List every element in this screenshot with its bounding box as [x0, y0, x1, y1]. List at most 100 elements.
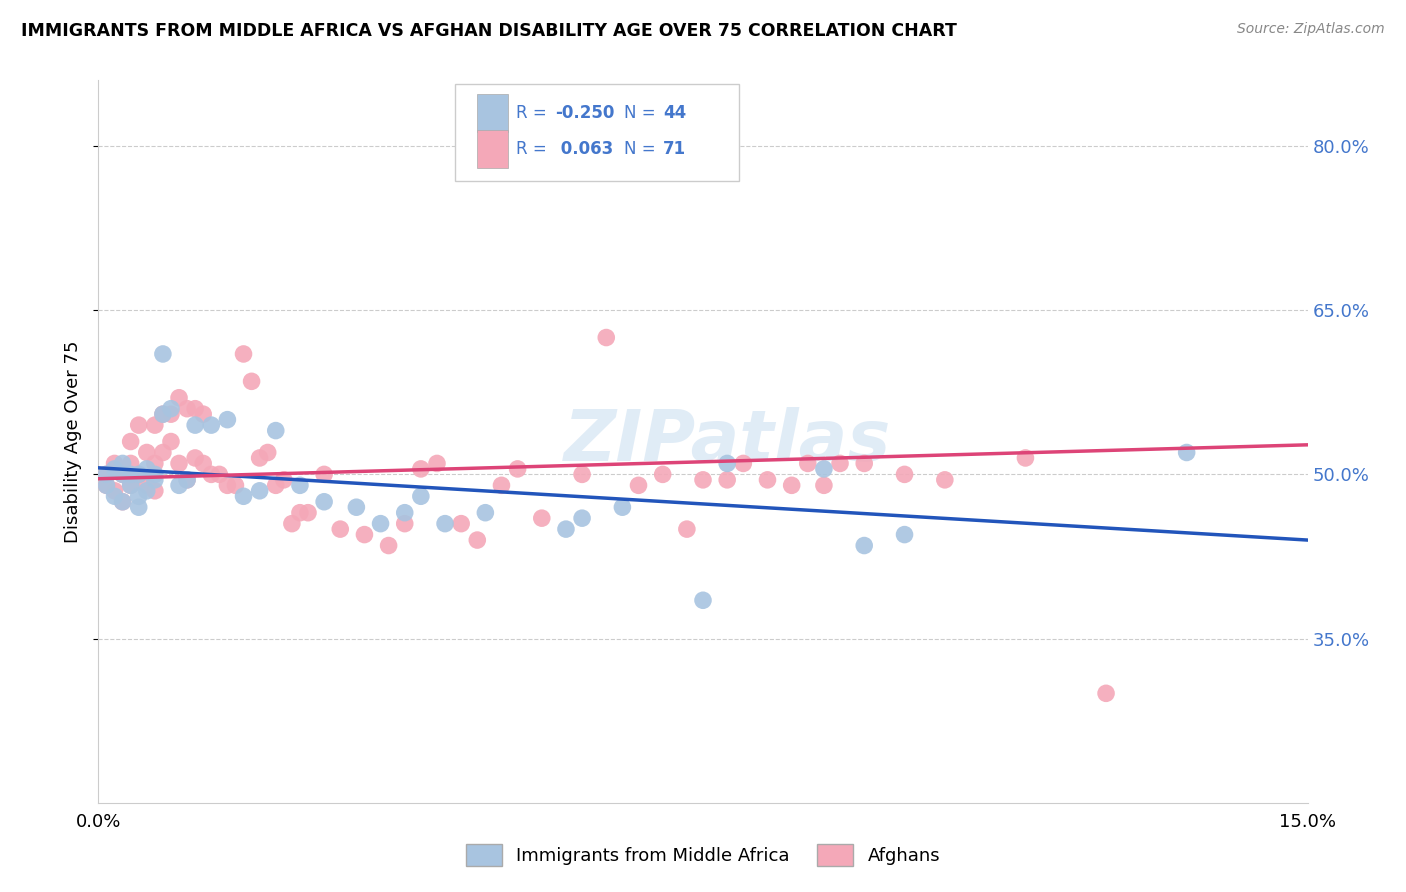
Point: [217, 412, 239, 426]
Point: [96, 478, 118, 492]
Point: [135, 478, 157, 492]
Point: [200, 467, 222, 482]
Point: [184, 418, 207, 433]
Point: [176, 473, 198, 487]
Point: [167, 457, 190, 471]
Point: [555, 522, 578, 536]
Point: [143, 483, 166, 498]
Point: [813, 462, 835, 476]
Legend: Immigrants from Middle Africa, Afghans: Immigrants from Middle Africa, Afghans: [458, 837, 948, 873]
Point: [853, 457, 876, 471]
Point: [249, 483, 271, 498]
Point: [128, 467, 150, 482]
Point: [232, 489, 254, 503]
Point: [184, 450, 207, 465]
Point: [409, 462, 432, 476]
Point: [676, 522, 699, 536]
Point: [434, 516, 457, 531]
Text: 71: 71: [664, 140, 686, 158]
Point: [264, 424, 287, 438]
Point: [692, 473, 714, 487]
Point: [103, 462, 125, 476]
Point: [853, 539, 876, 553]
Point: [1095, 686, 1118, 700]
Point: [297, 506, 319, 520]
Point: [193, 407, 215, 421]
Point: [143, 418, 166, 433]
Point: [780, 478, 803, 492]
Point: [193, 457, 215, 471]
Point: [893, 467, 915, 482]
Point: [143, 457, 166, 471]
Text: N =: N =: [624, 103, 661, 122]
Text: -0.250: -0.250: [555, 103, 614, 122]
Point: [627, 478, 650, 492]
Point: [716, 473, 738, 487]
Point: [167, 478, 190, 492]
Point: [120, 457, 142, 471]
Point: [232, 347, 254, 361]
Point: [152, 445, 174, 459]
Point: [506, 462, 529, 476]
Point: [530, 511, 553, 525]
Point: [314, 467, 336, 482]
Point: [96, 467, 118, 482]
FancyBboxPatch shape: [477, 94, 509, 132]
Point: [264, 478, 287, 492]
Point: [135, 483, 157, 498]
Text: 44: 44: [664, 103, 686, 122]
Point: [595, 330, 617, 344]
Point: [200, 418, 222, 433]
Point: [240, 375, 263, 389]
Point: [353, 527, 375, 541]
Point: [1175, 445, 1198, 459]
Point: [160, 407, 183, 421]
Point: [160, 434, 183, 449]
Point: [893, 527, 915, 541]
Text: Source: ZipAtlas.com: Source: ZipAtlas.com: [1237, 22, 1385, 37]
Point: [409, 489, 432, 503]
Point: [217, 478, 239, 492]
Point: [377, 539, 399, 553]
Text: N =: N =: [624, 140, 661, 158]
Point: [224, 478, 246, 492]
Point: [756, 473, 779, 487]
Point: [128, 500, 150, 515]
Point: [160, 401, 183, 416]
Point: [797, 457, 820, 471]
Point: [344, 500, 367, 515]
Point: [128, 418, 150, 433]
Point: [96, 478, 118, 492]
Point: [692, 593, 714, 607]
Point: [128, 489, 150, 503]
Point: [288, 478, 311, 492]
Point: [103, 457, 125, 471]
Point: [111, 457, 134, 471]
Text: 0.063: 0.063: [555, 140, 614, 158]
Point: [128, 467, 150, 482]
Point: [167, 391, 190, 405]
Point: [120, 478, 142, 492]
Point: [96, 467, 118, 482]
Text: IMMIGRANTS FROM MIDDLE AFRICA VS AFGHAN DISABILITY AGE OVER 75 CORRELATION CHART: IMMIGRANTS FROM MIDDLE AFRICA VS AFGHAN …: [21, 22, 957, 40]
Point: [208, 467, 231, 482]
FancyBboxPatch shape: [456, 84, 740, 181]
Point: [143, 473, 166, 487]
Point: [120, 434, 142, 449]
Point: [733, 457, 755, 471]
Point: [394, 506, 416, 520]
Point: [314, 494, 336, 508]
Point: [152, 347, 174, 361]
Point: [465, 533, 488, 547]
Point: [612, 500, 634, 515]
Point: [111, 494, 134, 508]
Point: [103, 483, 125, 498]
Point: [152, 407, 174, 421]
Text: R =: R =: [516, 103, 551, 122]
Point: [1014, 450, 1036, 465]
Point: [651, 467, 673, 482]
Point: [828, 457, 851, 471]
Point: [249, 450, 271, 465]
Point: [256, 445, 278, 459]
Text: ZIPatlas: ZIPatlas: [564, 407, 891, 476]
